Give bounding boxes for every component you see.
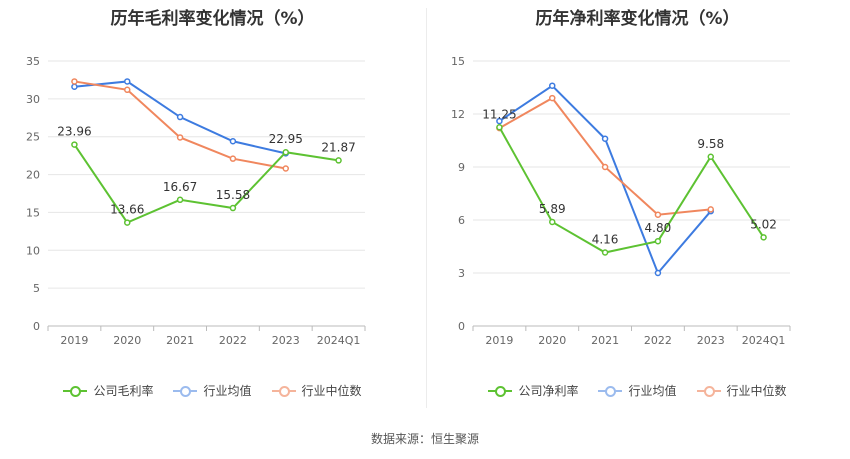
data-point-company: [496, 124, 503, 131]
chart-title: 历年净利率变化情况（%）: [535, 9, 740, 29]
legend-label: 行业均值: [628, 384, 677, 398]
data-label: 23.96: [57, 125, 91, 139]
legend-item-company[interactable]: 公司净利率: [488, 382, 578, 399]
y-tick-label: 6: [458, 214, 465, 227]
legend-label: 行业均值: [203, 384, 252, 398]
legend-swatch-icon: [63, 384, 88, 398]
x-tick-label: 2020: [538, 334, 566, 347]
x-tick-label: 2022: [219, 334, 247, 347]
data-label: 15.58: [216, 188, 250, 202]
series-line-median: [74, 80, 286, 170]
data-point-avg: [654, 269, 662, 277]
data-point-company: [707, 153, 714, 161]
data-point-company: [229, 204, 237, 212]
x-tick-label: 2020: [113, 334, 141, 347]
data-point-company: [601, 249, 609, 256]
data-source: 数据来源：恒生聚源: [370, 432, 479, 446]
legend-item-avg[interactable]: 行业均值: [598, 382, 677, 399]
x-tick-label: 2021: [591, 334, 619, 347]
y-tick-label: 35: [26, 55, 40, 68]
data-point-avg: [124, 78, 131, 85]
legend-item-median[interactable]: 行业中位数: [271, 382, 362, 399]
gross-margin-chart: 0 5 10 15 20 25 30 35 2019 2020 2021 2022 2023 2024Q1…: [26, 55, 366, 347]
legend-label: 行业中位数: [726, 384, 787, 398]
y-tick-label: 25: [26, 131, 40, 144]
data-label: 16.67: [163, 180, 197, 194]
x-tick-label: 2021: [166, 334, 194, 347]
data-label: 5.89: [539, 202, 566, 216]
x-tick-label: 2023: [272, 334, 300, 347]
data-label: 13.66: [110, 203, 144, 217]
data-point-company: [760, 234, 767, 241]
data-point-median: [549, 94, 556, 102]
x-tick-label: 2024Q1: [742, 334, 786, 347]
data-point-median: [71, 78, 78, 85]
y-tick-label: 12: [451, 108, 465, 121]
data-point-company: [71, 141, 78, 148]
legend-swatch-icon: [598, 384, 623, 398]
data-point-median: [707, 206, 714, 213]
data-point-median: [601, 163, 609, 171]
legend-swatch-icon: [173, 384, 198, 398]
data-point-median: [176, 134, 184, 141]
y-tick-label: 20: [26, 169, 40, 182]
legend: 公司毛利率 行业均值 行业中位数: [0, 382, 425, 399]
data-point-median: [282, 165, 289, 172]
y-tick-label: 9: [458, 161, 465, 174]
legend-label: 行业中位数: [301, 384, 362, 398]
gross-margin-panel: 历年毛利率变化情况（%） 0 5 10 15 20 25 30 35 2019 2020 2021 2…: [0, 0, 425, 420]
data-point-median: [654, 211, 662, 218]
x-tick-label: 2022: [644, 334, 672, 347]
data-point-company: [654, 237, 662, 245]
series-line-company: [498, 126, 765, 254]
legend-swatch-icon: [271, 384, 296, 398]
data-point-company: [335, 157, 342, 164]
data-point-company: [124, 219, 131, 226]
data-label: 5.02: [750, 217, 777, 231]
panel-divider: [426, 8, 427, 408]
data-point-avg: [229, 138, 237, 145]
data-point-company: [176, 196, 184, 204]
data-label: 21.87: [321, 140, 355, 154]
legend-label: 公司毛利率: [93, 384, 154, 398]
legend-swatch-icon: [488, 384, 513, 398]
legend-swatch-icon: [696, 384, 721, 398]
legend-item-company[interactable]: 公司毛利率: [63, 382, 153, 399]
y-tick-label: 10: [26, 244, 40, 257]
data-label: 11.25: [482, 107, 516, 121]
legend-item-avg[interactable]: 行业均值: [173, 382, 252, 399]
legend-label: 公司净利率: [518, 384, 579, 398]
data-point-median: [229, 155, 237, 162]
data-label: 22.95: [269, 132, 303, 146]
y-tick-label: 30: [26, 93, 40, 106]
chart-title: 历年毛利率变化情况（%）: [110, 9, 315, 29]
data-point-avg: [496, 117, 503, 125]
net-margin-chart: 0 3 6 9 12 15 2019 2020 2021 2022 2023 2024Q1 11.25 5…: [451, 55, 791, 347]
data-point-median: [124, 86, 131, 94]
y-tick-label: 15: [451, 55, 465, 68]
x-tick-label: 2019: [60, 334, 88, 347]
x-tick-label: 2024Q1: [317, 334, 361, 347]
series-line-median: [498, 96, 711, 216]
data-point-company: [282, 148, 289, 156]
data-point-avg: [549, 82, 556, 89]
x-tick-label: 2019: [485, 334, 513, 347]
series-line-company: [73, 144, 339, 224]
legend: 公司净利率 行业均值 行业中位数: [425, 382, 850, 399]
y-tick-label: 0: [33, 320, 40, 333]
data-point-avg: [601, 135, 609, 142]
net-margin-panel: 历年净利率变化情况（%） 0 3 6 9 12 15 2019 2020 2021 2022 202…: [425, 0, 850, 420]
data-point-avg: [176, 113, 184, 121]
y-tick-label: 3: [458, 267, 465, 280]
data-point-company: [549, 218, 556, 226]
y-tick-label: 0: [458, 320, 465, 333]
y-tick-label: 5: [33, 282, 40, 295]
data-label: 4.16: [592, 233, 619, 247]
x-tick-label: 2023: [697, 334, 725, 347]
data-point-avg: [71, 83, 78, 90]
data-label: 4.80: [645, 221, 672, 235]
data-label: 9.58: [697, 137, 724, 151]
legend-item-median[interactable]: 行业中位数: [696, 382, 787, 399]
y-tick-label: 15: [26, 206, 40, 219]
